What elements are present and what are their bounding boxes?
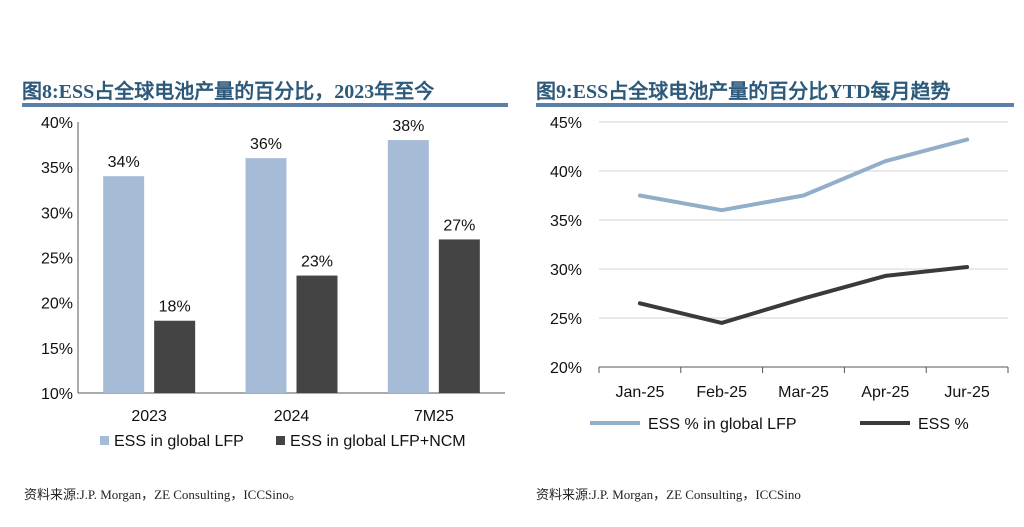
bar-value-label: 38% bbox=[392, 118, 424, 135]
title-rule-right bbox=[536, 103, 1014, 107]
bar bbox=[154, 320, 196, 393]
legend-label-lfp: ESS in global LFP bbox=[114, 433, 244, 450]
series-line bbox=[637, 265, 970, 325]
bar-value-label: 18% bbox=[159, 299, 191, 316]
y-tick-label: 40% bbox=[41, 115, 73, 132]
y-tick-label: 40% bbox=[550, 164, 582, 181]
legend-label-ess: ESS % bbox=[918, 416, 969, 433]
y-tick-label: 35% bbox=[550, 213, 582, 230]
bar-value-label: 36% bbox=[250, 136, 282, 153]
legend-label-lfp-ncm: ESS in global LFP+NCM bbox=[290, 433, 466, 450]
y-tick-label: 15% bbox=[41, 341, 73, 358]
x-tick-label: Feb-25 bbox=[696, 384, 747, 401]
chart-title-right: 图9:ESS占全球电池产量的百分比YTD每月趋势 bbox=[536, 81, 951, 103]
y-tick-label: 25% bbox=[550, 311, 582, 328]
x-tick-label: Mar-25 bbox=[778, 384, 829, 401]
bar bbox=[103, 176, 145, 393]
y-tick-label: 30% bbox=[550, 262, 582, 279]
source-note-right: 资料来源:J.P. Morgan，ZE Consulting，ICCSino bbox=[536, 487, 801, 502]
title-rule-left bbox=[22, 103, 508, 107]
bar bbox=[296, 275, 338, 393]
bar-value-label: 27% bbox=[443, 217, 475, 234]
bar bbox=[438, 239, 480, 393]
y-tick-label: 20% bbox=[550, 360, 582, 377]
y-tick-label: 10% bbox=[41, 386, 73, 403]
chart-title-left: 图8:ESS占全球电池产量的百分比，2023年至今 bbox=[22, 81, 435, 103]
legend-swatch-lfp bbox=[100, 436, 109, 445]
bar bbox=[245, 158, 287, 393]
x-tick-label: Apr-25 bbox=[861, 384, 909, 401]
legend-label-lfp: ESS % in global LFP bbox=[648, 416, 797, 433]
x-tick-label: Jan-25 bbox=[615, 384, 664, 401]
x-tick-label: 2024 bbox=[274, 408, 310, 425]
legend-swatch-lfp-ncm bbox=[276, 436, 285, 445]
y-tick-label: 20% bbox=[41, 296, 73, 313]
y-tick-label: 25% bbox=[41, 251, 73, 268]
series-line bbox=[637, 137, 970, 213]
bar-value-label: 23% bbox=[301, 254, 333, 271]
y-tick-label: 45% bbox=[550, 115, 582, 132]
bar bbox=[387, 140, 429, 393]
y-tick-label: 30% bbox=[41, 205, 73, 222]
x-tick-label: Jur-25 bbox=[944, 384, 989, 401]
source-note-left: 资料来源:J.P. Morgan，ZE Consulting，ICCSino。 bbox=[24, 487, 302, 502]
bar-value-label: 34% bbox=[108, 154, 140, 171]
x-tick-label: 7M25 bbox=[414, 408, 454, 425]
x-tick-label: 2023 bbox=[131, 408, 167, 425]
y-tick-label: 35% bbox=[41, 160, 73, 177]
